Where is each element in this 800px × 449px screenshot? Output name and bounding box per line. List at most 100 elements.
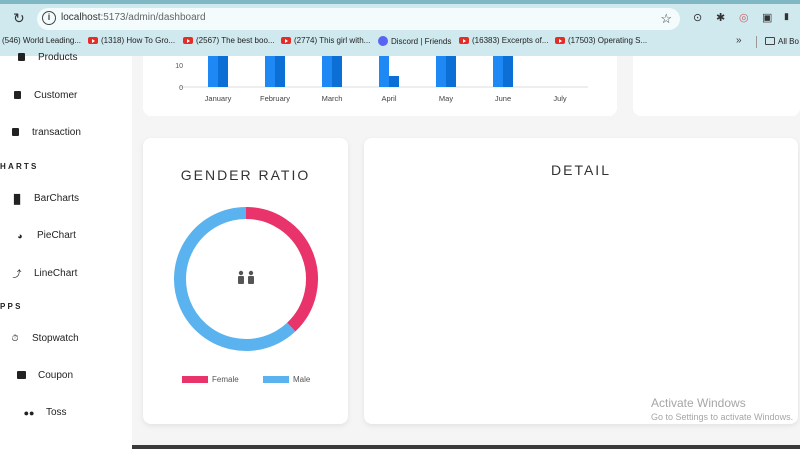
- bookmarks-divider: [756, 36, 757, 48]
- bar[interactable]: [322, 56, 332, 87]
- section-title-apps: PPS: [0, 302, 23, 311]
- bookmarks-overflow-icon[interactable]: »: [736, 35, 742, 46]
- sidebar-item-label: Stopwatch: [32, 333, 79, 344]
- x-tick-label: February: [260, 94, 290, 103]
- coin-icon: ●●: [23, 407, 35, 418]
- bookmark-item[interactable]: (1318) How To Gro...: [88, 36, 175, 45]
- youtube-icon: [555, 37, 565, 44]
- discord-icon: [378, 36, 388, 46]
- bug-extension-icon[interactable]: ✱: [716, 12, 726, 24]
- bookmark-item[interactable]: (2774) This girl with...: [281, 36, 370, 45]
- legend-swatch-female: [182, 376, 208, 383]
- sidebar-item-stopwatch[interactable]: ⏱ Stopwatch: [8, 333, 79, 344]
- sidebar-item-products[interactable]: Products: [14, 52, 77, 63]
- bar[interactable]: [436, 56, 446, 87]
- bookmark-item[interactable]: (17503) Operating S...: [555, 36, 647, 45]
- x-tick-label: June: [495, 94, 511, 103]
- site-info-icon[interactable]: i: [42, 11, 56, 25]
- browser-chrome: ↻ i localhost:5173/admin/dashboard ☆ ⊙ ✱…: [0, 0, 800, 56]
- bar[interactable]: [379, 56, 389, 87]
- extension-icon[interactable]: ⊙: [693, 12, 703, 24]
- detail-title: DETAIL: [551, 162, 611, 178]
- bar-chart-card: 0 10 January February March April May June July: [143, 56, 617, 116]
- bar-chart-icon: ▐▌: [10, 193, 24, 204]
- sidebar-item-toss[interactable]: ●● Toss: [22, 407, 67, 418]
- bookmark-item[interactable]: Discord | Friends: [378, 36, 451, 46]
- bar[interactable]: [503, 56, 513, 87]
- folder-icon: [765, 37, 775, 45]
- bag-icon: [10, 90, 24, 101]
- x-tick-label: May: [439, 94, 453, 103]
- y-tick-label: 0: [179, 85, 183, 92]
- puzzle-icon[interactable]: ▣: [762, 12, 773, 24]
- youtube-icon: [183, 37, 193, 44]
- youtube-icon: [459, 37, 469, 44]
- slice-male[interactable]: [174, 207, 296, 351]
- bookmark-item[interactable]: (546) World Leading...: [2, 36, 82, 45]
- x-tick-label: April: [381, 94, 396, 103]
- sidebar-item-label: transaction: [32, 127, 81, 138]
- url-text[interactable]: localhost:5173/admin/dashboard: [61, 12, 206, 23]
- y-tick-label: 10: [175, 63, 183, 70]
- legend-swatch-male: [263, 376, 289, 383]
- bag-icon: [14, 52, 28, 63]
- sidebar-item-label: Coupon: [38, 370, 74, 381]
- pie-chart-icon: ◕: [17, 230, 23, 241]
- bookmarks-bar: (546) World Leading... (1318) How To Gro…: [0, 32, 800, 52]
- x-tick-label: March: [322, 94, 343, 103]
- sidebar-item-linechart[interactable]: ⤴ LineChart: [10, 267, 77, 280]
- gender-ratio-title: GENDER RATIO: [180, 167, 311, 183]
- sidebar-item-coupon[interactable]: Coupon: [14, 370, 73, 381]
- stats-card: [633, 56, 800, 116]
- bookmark-item[interactable]: (2567) The best boo...: [183, 36, 275, 45]
- detail-card: DETAIL: [364, 138, 798, 424]
- sidebar-item-transaction[interactable]: transaction: [8, 127, 81, 138]
- sidebar-item-label: Customer: [34, 90, 78, 101]
- youtube-icon: [88, 37, 98, 44]
- activation-watermark-subtitle: Go to Settings to activate Windows.: [651, 412, 794, 422]
- section-title-charts: HARTS: [0, 162, 39, 171]
- sidebar-item-customer[interactable]: Customer: [10, 90, 77, 101]
- sidebar-item-label: LineChart: [34, 268, 78, 279]
- people-icon: [238, 270, 254, 284]
- bag-icon: [8, 127, 22, 138]
- bar[interactable]: [275, 56, 285, 87]
- taskbar-edge: [132, 445, 800, 449]
- bar[interactable]: [265, 56, 275, 87]
- coupon-icon: [14, 370, 28, 381]
- sidebar-item-barcharts[interactable]: ▐▌ BarCharts: [10, 193, 79, 204]
- bar[interactable]: [389, 76, 399, 87]
- gender-ratio-card: [143, 138, 348, 424]
- bar[interactable]: [332, 56, 342, 87]
- sidebar-toggle-icon[interactable]: ▮: [784, 11, 789, 21]
- sidebar-item-label: Toss: [46, 407, 67, 418]
- address-bar[interactable]: i localhost:5173/admin/dashboard ☆: [37, 8, 680, 30]
- bar[interactable]: [208, 56, 218, 87]
- slice-female[interactable]: [245, 207, 318, 332]
- stopwatch-icon: ⏱: [11, 333, 19, 343]
- legend-label-male: Male: [293, 375, 311, 384]
- legend-male[interactable]: Male: [263, 375, 310, 384]
- sidebar-item-label: Products: [38, 52, 78, 63]
- sidebar-item-label: PieChart: [37, 230, 76, 241]
- globe-extension-icon[interactable]: ◎: [739, 12, 749, 24]
- bookmark-item[interactable]: (16383) Excerpts of...: [459, 36, 548, 45]
- all-bookmarks-button[interactable]: All Bo: [765, 37, 799, 46]
- bar[interactable]: [446, 56, 456, 87]
- legend-female[interactable]: Female: [182, 375, 239, 384]
- sidebar-item-piechart[interactable]: ◕ PieChart: [13, 230, 76, 241]
- reload-icon[interactable]: ↻: [13, 10, 25, 26]
- bar[interactable]: [218, 56, 228, 87]
- youtube-icon: [281, 37, 291, 44]
- legend-label-female: Female: [212, 375, 239, 384]
- activation-watermark-title: Activate Windows: [651, 396, 746, 410]
- bookmark-star-icon[interactable]: ☆: [660, 11, 672, 26]
- x-tick-label: July: [553, 94, 567, 103]
- bar[interactable]: [493, 56, 503, 87]
- sidebar-item-label: BarCharts: [34, 193, 80, 204]
- gender-ratio-donut: [174, 207, 318, 351]
- bar-chart: 0 10 January February March April May June July: [175, 56, 588, 103]
- x-tick-label: January: [205, 94, 232, 103]
- line-chart-icon: ⤴: [12, 269, 22, 279]
- sidebar: Products Customer transaction HARTS ▐▌ B…: [0, 52, 132, 449]
